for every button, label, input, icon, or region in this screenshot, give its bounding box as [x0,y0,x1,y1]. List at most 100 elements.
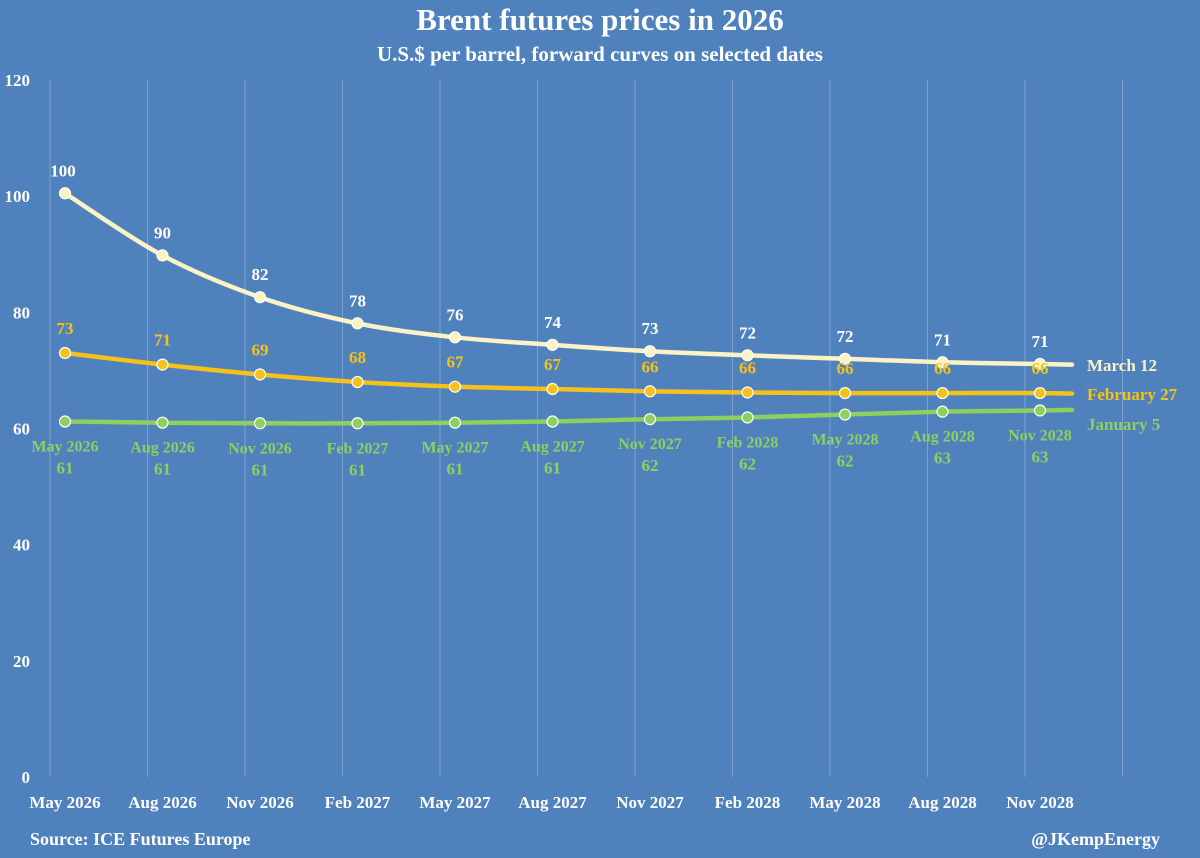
data-point [156,358,169,371]
y-tick-label: 20 [13,652,30,671]
category-data-label: Aug 2027 [520,439,584,456]
data-point [448,380,462,393]
data-point [936,405,949,418]
category-data-label: May 2027 [421,440,488,457]
source-note: Source: ICE Futures Europe [30,829,251,849]
data-label: 68 [349,348,366,367]
y-tick-label: 60 [13,420,30,439]
series-line-january-5 [62,407,1075,426]
category-data-label: May 2028 [811,432,878,449]
data-point [253,417,267,430]
data-point [351,417,364,430]
data-point [546,338,559,351]
data-point [1033,404,1047,417]
y-tick-label: 100 [5,187,31,206]
data-label: 73 [57,319,74,338]
data-label: 78 [349,291,366,310]
data-point [253,291,267,304]
series-layer [58,187,1075,430]
category-data-label: Feb 2027 [327,440,389,457]
chart-title: Brent futures prices in 2026 [416,2,784,37]
data-point [741,349,754,362]
data-label: 62 [739,454,756,473]
data-label: 61 [57,459,74,478]
data-label: 67 [447,353,465,372]
data-label: 61 [544,459,561,478]
data-label: 82 [252,265,269,284]
data-label: 100 [50,161,76,180]
data-label: 72 [739,323,756,342]
data-label: 69 [252,340,269,359]
y-tick-label: 40 [13,536,30,555]
category-data-label: Aug 2026 [130,440,194,457]
data-label: 63 [1032,447,1049,466]
data-label: 61 [252,460,269,479]
data-point [643,385,657,398]
data-point [58,346,72,360]
legend-march-12: March 12 [1087,356,1157,375]
data-label: 62 [837,452,854,471]
data-point [448,416,462,429]
data-point [448,331,462,344]
data-point [156,249,169,262]
x-tick-label: Nov 2028 [1006,793,1074,812]
data-point [643,413,657,426]
data-label: 63 [934,449,951,468]
x-tick-label: May 2028 [809,793,880,812]
data-point [546,382,559,396]
data-label: 73 [642,319,659,338]
data-label: 66 [934,359,951,378]
y-tick-label: 80 [13,303,30,322]
data-point [838,408,852,421]
series-line-march-12 [62,191,1075,367]
data-point [156,416,169,429]
data-label: 61 [447,460,464,479]
data-point [838,352,852,365]
data-label: 62 [642,456,659,475]
legend-february-27: February 27 [1087,385,1178,404]
data-label: 71 [1032,332,1049,351]
data-label: 61 [154,460,171,479]
data-point [253,368,267,381]
data-point [936,386,949,400]
data-label: 74 [544,313,562,332]
data-point [643,345,657,358]
y-axis: 0 20 40 60 80 100 120 [5,71,31,787]
x-tick-label: Aug 2026 [128,793,196,812]
x-axis: May 2026 Aug 2026 Nov 2026 Feb 2027 May 2027… [29,793,1073,812]
data-label: 67 [544,355,562,374]
data-label: 66 [837,359,854,378]
x-tick-label: Aug 2028 [908,793,976,812]
data-point [838,386,852,400]
data-point [936,356,949,369]
x-tick-label: Nov 2027 [616,793,684,812]
data-point [546,415,559,428]
x-tick-label: Feb 2027 [325,793,391,812]
data-point [351,317,364,330]
data-label: 66 [642,357,659,376]
data-label: 66 [739,358,756,377]
data-label: 71 [934,330,951,349]
x-tick-label: May 2026 [29,793,100,812]
data-point [351,375,364,389]
data-point [1033,357,1047,371]
y-tick-label: 0 [22,768,31,787]
grid-lines [49,80,1123,777]
data-label: 90 [154,223,171,242]
category-data-label: Feb 2028 [717,434,779,451]
y-tick-label: 120 [5,71,31,90]
category-data-label: Nov 2026 [228,440,292,457]
data-point [58,415,72,428]
x-tick-label: Nov 2026 [226,793,294,812]
data-label: 71 [154,331,171,350]
x-tick-label: May 2027 [419,793,491,812]
data-label: 72 [837,327,854,346]
data-point [58,187,72,200]
chart-subtitle: U.S.$ per barrel, forward curves on sele… [377,42,823,66]
category-data-label: May 2026 [31,439,98,456]
data-point [741,386,754,399]
category-data-label: Nov 2027 [618,436,682,453]
x-tick-label: Aug 2027 [518,793,587,812]
author-handle: @JKempEnergy [1031,829,1160,849]
data-label: 61 [349,460,366,479]
